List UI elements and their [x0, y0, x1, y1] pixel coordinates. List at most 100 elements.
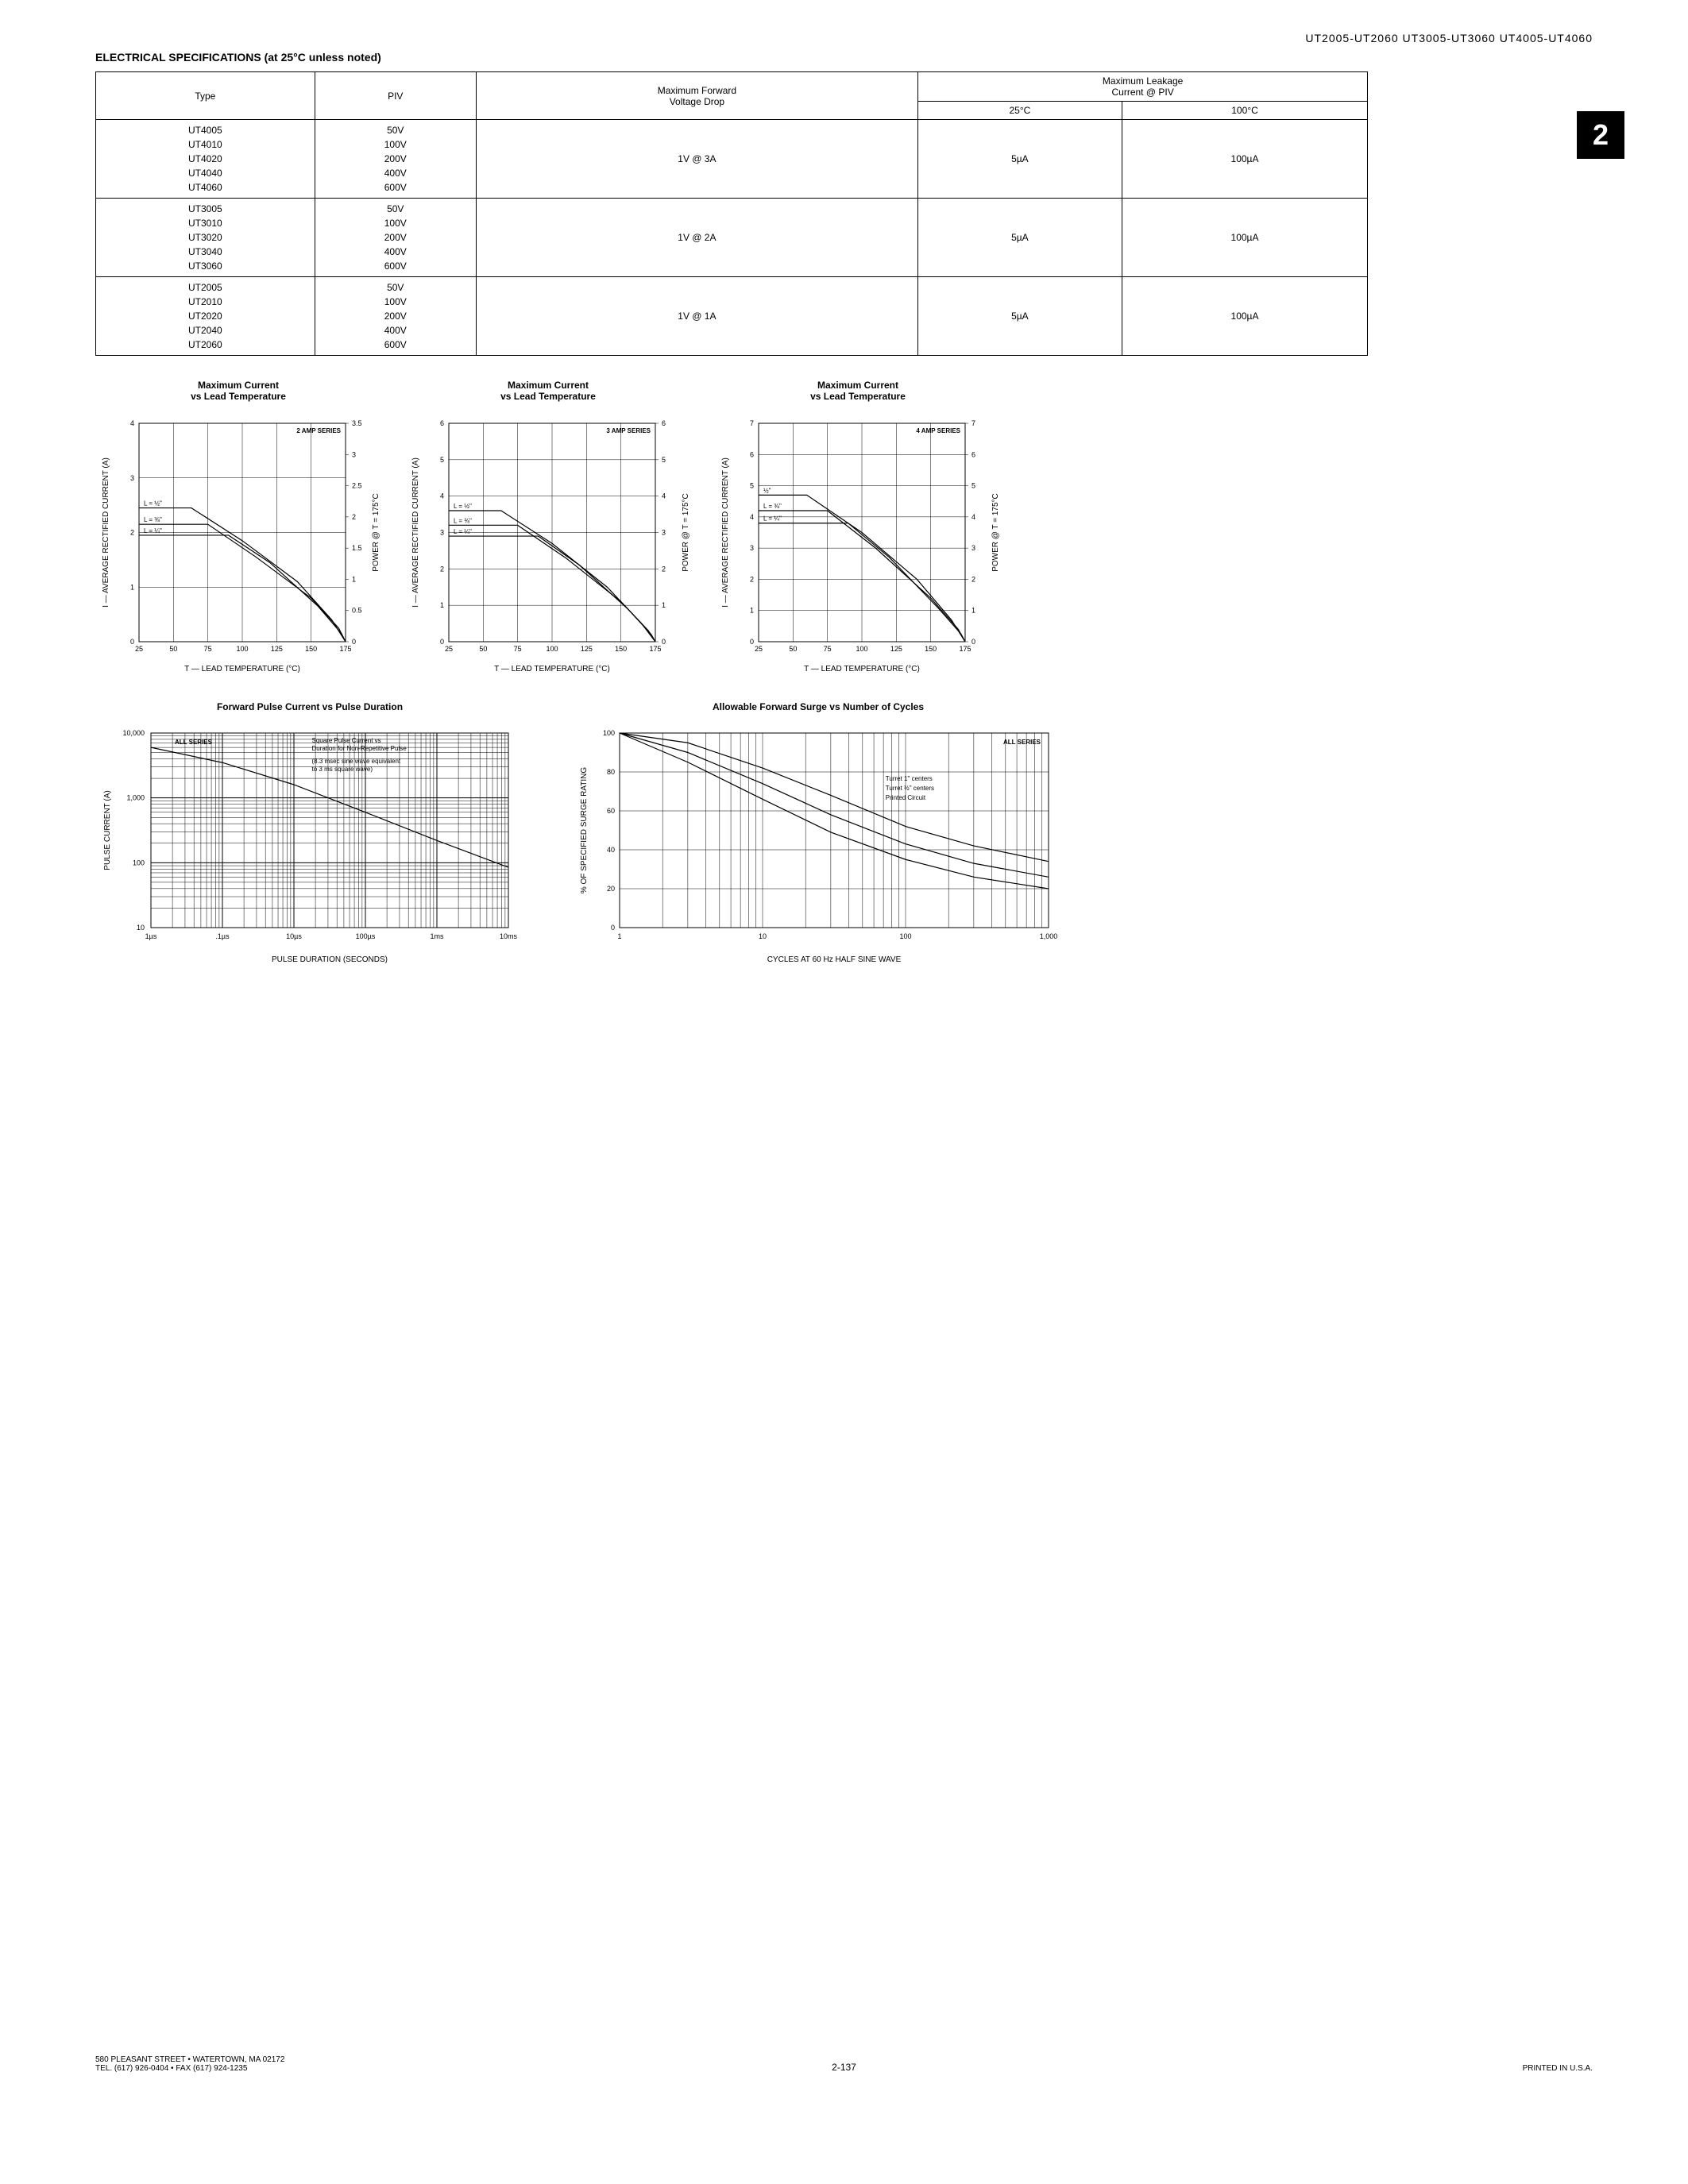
svg-text:Turret 1" centers: Turret 1" centers: [886, 775, 933, 782]
svg-text:100: 100: [603, 729, 615, 737]
svg-text:1: 1: [750, 606, 754, 614]
svg-text:I — AVERAGE RECTIFIED CURRENT: I — AVERAGE RECTIFIED CURRENT (A): [411, 457, 420, 608]
svg-text:Square Pulse Current vs: Square Pulse Current vs: [312, 737, 381, 744]
svg-text:T — LEAD TEMPERATURE (°C): T — LEAD TEMPERATURE (°C): [804, 665, 920, 673]
svg-text:40: 40: [607, 846, 615, 854]
svg-text:2: 2: [971, 575, 975, 583]
svg-text:L = ⅜": L = ⅜": [454, 517, 472, 524]
svg-text:2: 2: [130, 528, 134, 536]
section-badge: 2: [1577, 111, 1624, 159]
svg-text:L = ⅜": L = ⅜": [763, 503, 782, 510]
svg-text:0: 0: [130, 638, 134, 646]
svg-text:0: 0: [971, 638, 975, 646]
svg-text:100µs: 100µs: [356, 932, 376, 940]
svg-text:75: 75: [824, 645, 832, 653]
svg-text:2: 2: [352, 513, 356, 521]
svg-text:1: 1: [352, 575, 356, 583]
svg-text:1,000: 1,000: [126, 794, 145, 802]
svg-text:1,000: 1,000: [1040, 932, 1058, 940]
table-cell-type: UT3005UT3010UT3020UT3040UT3060: [96, 199, 315, 277]
svg-text:100: 100: [133, 859, 145, 867]
th-piv: PIV: [315, 72, 476, 120]
svg-text:6: 6: [971, 450, 975, 458]
table-cell-leak100: 100µA: [1122, 199, 1367, 277]
svg-text:POWER @ T = 175°C: POWER @ T = 175°C: [372, 493, 380, 572]
svg-text:3: 3: [971, 544, 975, 552]
svg-text:75: 75: [204, 645, 212, 653]
chart-surge-svg: 1101001,000020406080100CYCLES AT 60 Hz H…: [572, 717, 1064, 971]
th-vfwd: Maximum Forward Voltage Drop: [476, 72, 917, 120]
svg-text:% OF SPECIFIED SURGE RATING: % OF SPECIFIED SURGE RATING: [580, 767, 589, 893]
svg-text:150: 150: [925, 645, 937, 653]
table-cell-leak100: 100µA: [1122, 120, 1367, 199]
svg-text:10,000: 10,000: [122, 729, 145, 737]
table-cell-piv: 50V100V200V400V600V: [315, 277, 476, 356]
chart-lead-title-0: Maximum Currentvs Lead Temperature: [191, 380, 286, 403]
svg-text:I — AVERAGE RECTIFIED CURRENT: I — AVERAGE RECTIFIED CURRENT (A): [102, 457, 110, 608]
svg-text:1: 1: [662, 601, 666, 609]
svg-text:75: 75: [514, 645, 522, 653]
svg-text:POWER @ T = 175°C: POWER @ T = 175°C: [682, 493, 690, 572]
svg-text:100: 100: [546, 645, 558, 653]
svg-text:L = ⅜": L = ⅜": [144, 516, 162, 523]
table-cell-leak25: 5µA: [917, 199, 1122, 277]
svg-text:0.5: 0.5: [352, 606, 362, 614]
table-cell-leak25: 5µA: [917, 120, 1122, 199]
svg-text:3: 3: [130, 474, 134, 482]
chart-lead-0: Maximum Currentvs Lead Temperature255075…: [95, 380, 381, 685]
svg-text:6: 6: [662, 419, 666, 427]
svg-text:25: 25: [755, 645, 763, 653]
svg-text:Turret ½" centers: Turret ½" centers: [886, 785, 934, 792]
footer-address: 580 PLEASANT STREET • WATERTOWN, MA 0217…: [95, 2055, 284, 2073]
svg-text:L = ½": L = ½": [454, 503, 472, 510]
svg-text:2: 2: [750, 575, 754, 583]
svg-text:25: 25: [135, 645, 143, 653]
svg-text:1ms: 1ms: [430, 932, 444, 940]
svg-text:L = ¼": L = ¼": [454, 528, 472, 535]
svg-text:10: 10: [759, 932, 767, 940]
svg-text:(8.3 msec sine wave equivalent: (8.3 msec sine wave equivalent: [312, 758, 401, 765]
svg-text:L = ¼": L = ¼": [144, 527, 162, 534]
svg-text:4: 4: [440, 492, 444, 500]
svg-text:7: 7: [971, 419, 975, 427]
svg-text:to 3 ms square wave): to 3 ms square wave): [312, 766, 373, 773]
footer-address-2: TEL. (617) 926-0404 • FAX (617) 924-1235: [95, 2064, 284, 2073]
svg-text:1: 1: [617, 932, 621, 940]
svg-text:1: 1: [971, 606, 975, 614]
chart-lead-title-1: Maximum Currentvs Lead Temperature: [500, 380, 596, 403]
svg-text:0: 0: [440, 638, 444, 646]
svg-text:80: 80: [607, 768, 615, 776]
chart-lead-1: Maximum Currentvs Lead Temperature255075…: [405, 380, 691, 685]
chart-surge: Allowable Forward Surge vs Number of Cyc…: [572, 701, 1064, 971]
chart-lead-svg-0: 2550751001251501750123400.511.522.533.5T…: [95, 407, 381, 685]
svg-text:175: 175: [339, 645, 351, 653]
svg-text:T — LEAD TEMPERATURE (°C): T — LEAD TEMPERATURE (°C): [494, 665, 610, 673]
page-footer: 580 PLEASANT STREET • WATERTOWN, MA 0217…: [95, 2055, 1593, 2073]
spec-table: Type PIV Maximum Forward Voltage Drop Ma…: [95, 71, 1368, 356]
svg-text:6: 6: [440, 419, 444, 427]
svg-text:10: 10: [137, 924, 145, 932]
svg-text:0: 0: [662, 638, 666, 646]
svg-text:1: 1: [440, 601, 444, 609]
svg-text:20: 20: [607, 885, 615, 893]
table-cell-type: UT4005UT4010UT4020UT4040UT4060: [96, 120, 315, 199]
table-cell-piv: 50V100V200V400V600V: [315, 120, 476, 199]
svg-text:3: 3: [662, 528, 666, 536]
svg-text:3 AMP SERIES: 3 AMP SERIES: [606, 427, 651, 434]
table-cell-vfwd: 1V @ 2A: [476, 199, 917, 277]
svg-text:Printed Circuit: Printed Circuit: [886, 794, 926, 801]
svg-text:100: 100: [856, 645, 867, 653]
footer-printed: PRINTED IN U.S.A.: [1523, 2064, 1593, 2073]
svg-text:3: 3: [440, 528, 444, 536]
svg-text:CYCLES AT 60 Hz HALF SINE WAVE: CYCLES AT 60 Hz HALF SINE WAVE: [767, 955, 902, 964]
svg-text:L = ¼": L = ¼": [763, 515, 782, 522]
svg-text:4 AMP SERIES: 4 AMP SERIES: [916, 427, 960, 434]
svg-text:0: 0: [352, 638, 356, 646]
svg-text:½": ½": [763, 487, 771, 494]
svg-text:0: 0: [611, 924, 615, 932]
chart-pulse-title: Forward Pulse Current vs Pulse Duration: [217, 701, 403, 712]
svg-text:T — LEAD TEMPERATURE (°C): T — LEAD TEMPERATURE (°C): [184, 665, 300, 673]
svg-text:125: 125: [271, 645, 283, 653]
svg-text:100: 100: [236, 645, 248, 653]
svg-text:100: 100: [899, 932, 911, 940]
